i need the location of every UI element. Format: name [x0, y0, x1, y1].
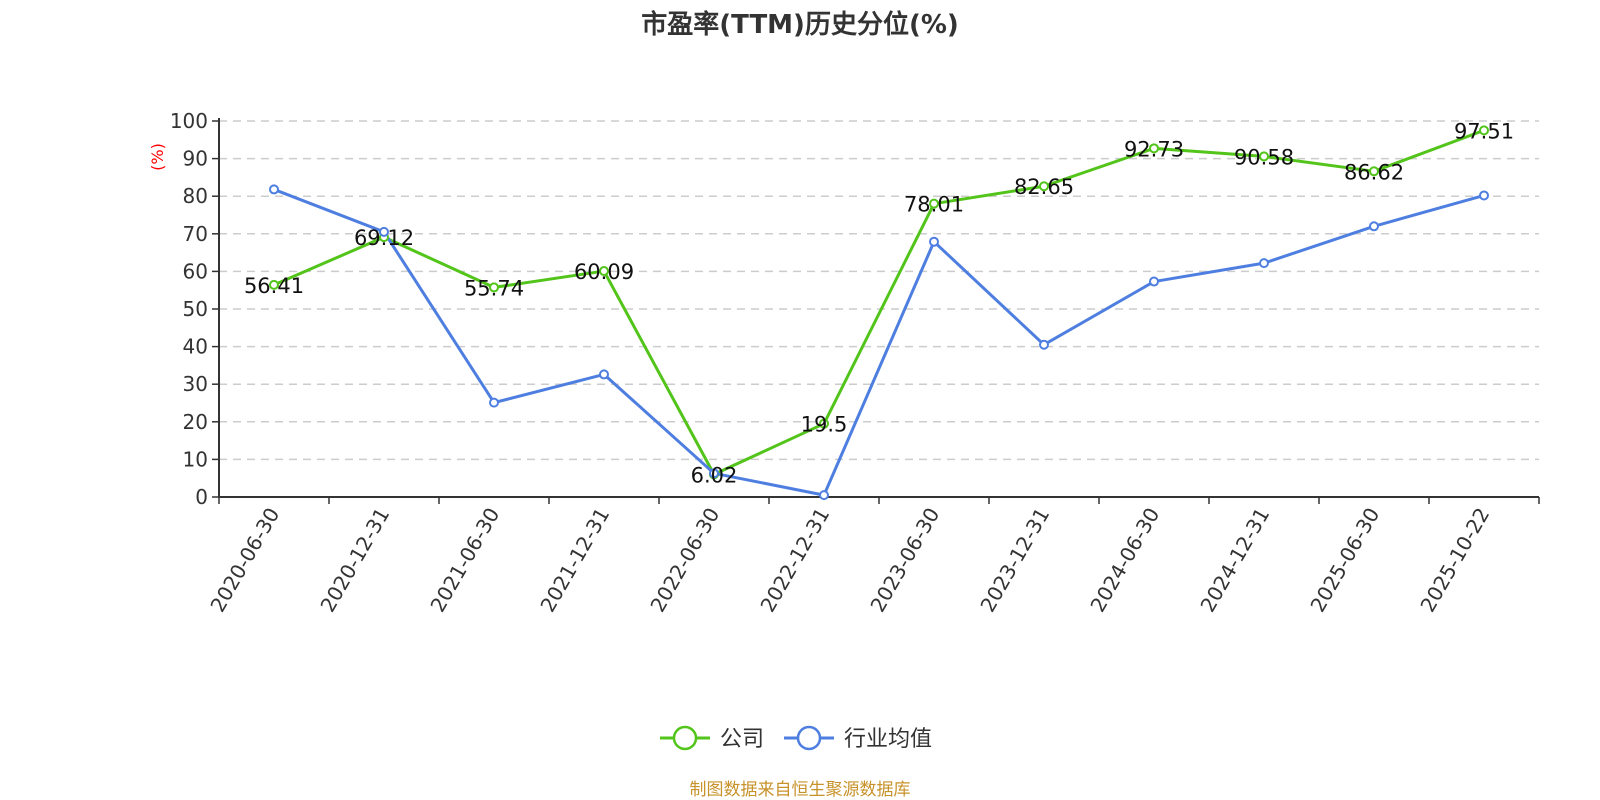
data-point [1479, 125, 1489, 136]
data-label: 69.12 [354, 226, 414, 250]
data-label: 78.01 [904, 193, 964, 217]
x-tick-label: 2021-06-30 [425, 504, 504, 617]
data-point [929, 198, 939, 209]
y-tick-label: 70 [183, 222, 208, 246]
y-tick-label: 60 [183, 259, 208, 283]
data-point [269, 184, 279, 195]
data-point [1039, 339, 1049, 350]
data-point [929, 236, 939, 247]
series-line-1 [273, 188, 1485, 497]
x-tick-label: 2024-06-30 [1085, 504, 1164, 617]
data-point [599, 266, 609, 277]
y-tick-label: 90 [183, 147, 208, 171]
data-point [1369, 166, 1379, 177]
data-point [1369, 221, 1379, 232]
data-label: 56.41 [244, 274, 304, 298]
data-label: 19.5 [801, 413, 848, 437]
x-tick-label: 2022-12-31 [755, 504, 834, 617]
data-label: 82.65 [1014, 175, 1074, 199]
data-point [1259, 258, 1269, 269]
x-tick-label: 2025-06-30 [1305, 504, 1384, 617]
data-point [709, 468, 719, 479]
data-point [1479, 190, 1489, 201]
y-tick-label: 80 [183, 184, 208, 208]
legend-circle-icon [672, 725, 698, 751]
data-label: 90.58 [1234, 145, 1294, 169]
data-point [599, 369, 609, 380]
y-tick-label: 0 [195, 485, 208, 509]
data-label: 55.74 [464, 276, 524, 300]
y-tick-label: 30 [183, 372, 208, 396]
data-label: 6.02 [691, 463, 738, 487]
x-tick-label: 2020-12-31 [315, 504, 394, 617]
source-note: 制图数据来自恒生聚源数据库 [690, 780, 911, 800]
series-line-0 [273, 128, 1485, 476]
x-tick-label: 2024-12-31 [1195, 504, 1274, 617]
data-point [489, 282, 499, 293]
data-point [1039, 181, 1049, 192]
y-tick-label: 40 [183, 335, 208, 359]
data-point [269, 279, 279, 290]
y-tick-label: 50 [183, 297, 208, 321]
x-tick-label: 2021-12-31 [535, 504, 614, 617]
data-label: 97.51 [1454, 119, 1514, 143]
data-point [489, 397, 499, 408]
y-tick-label: 20 [183, 410, 208, 434]
legend-item-1[interactable]: 行业均值 [784, 725, 932, 752]
data-point [819, 490, 829, 501]
data-label: 86.62 [1344, 160, 1404, 184]
legend-circle-icon [796, 725, 822, 751]
data-point [819, 418, 829, 429]
data-label: 60.09 [574, 260, 634, 284]
data-point [1149, 143, 1159, 154]
legend-item-0[interactable]: 公司 [660, 725, 764, 752]
data-label: 92.73 [1124, 137, 1184, 161]
data-point [1149, 276, 1159, 287]
legend-label: 行业均值 [844, 727, 932, 752]
y-tick-label: 10 [183, 447, 208, 471]
x-tick-label: 2023-12-31 [975, 504, 1054, 617]
y-tick-label: 100 [170, 109, 208, 133]
legend-label: 公司 [720, 727, 764, 752]
data-point [379, 226, 389, 237]
chart-title: 市盈率(TTM)历史分位(%) [641, 9, 959, 40]
x-tick-label: 2025-10-22 [1415, 504, 1494, 617]
y-axis-label: (%) [148, 143, 167, 171]
data-point [1259, 151, 1269, 162]
x-tick-label: 2023-06-30 [865, 504, 944, 617]
x-tick-label: 2020-06-30 [205, 504, 284, 617]
x-tick-label: 2022-06-30 [645, 504, 724, 617]
